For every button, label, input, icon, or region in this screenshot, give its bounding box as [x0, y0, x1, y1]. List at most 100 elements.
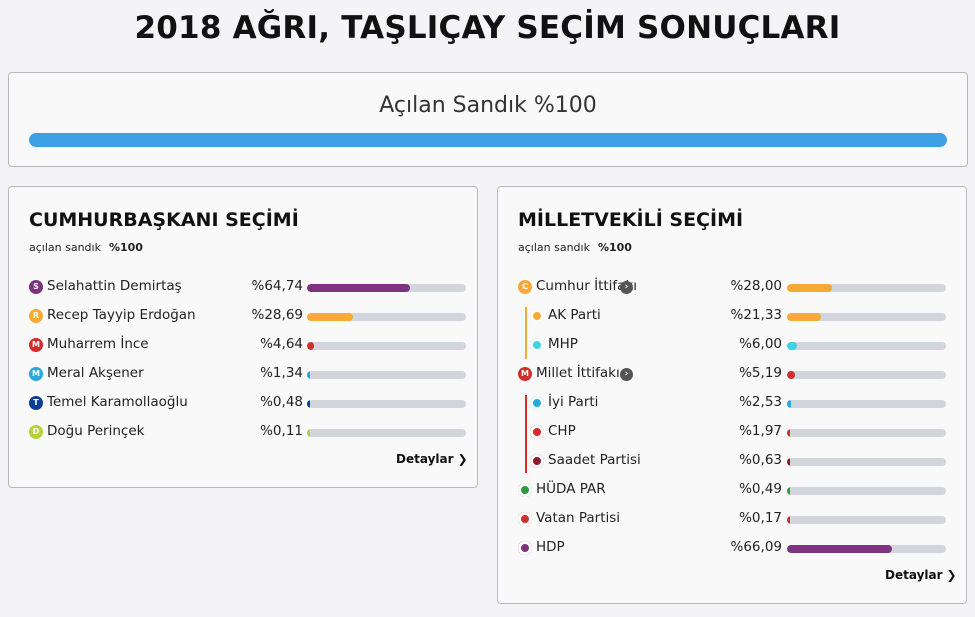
ak-parti-logo-icon [530, 309, 544, 323]
chevron-right-icon: ❯ [946, 568, 957, 582]
presidential-panel: CUMHURBAŞKANI SEÇİMİ açılan sandık %100 S… [8, 186, 478, 488]
details-label: Detaylar [396, 452, 454, 466]
presidential-details-link[interactable]: Detaylar ❯ [396, 452, 468, 466]
party-percent: %2,53 [739, 394, 782, 410]
candidate-row: S Selahattin Demirtaş %64,74 [9, 276, 477, 298]
candidate-name: Recep Tayyip Erdoğan [47, 307, 196, 323]
candidate-row: D Doğu Perinçek %0,11 [9, 421, 477, 443]
candidate-row: M Meral Akşener %1,34 [9, 363, 477, 385]
candidate-bar-fill [307, 313, 353, 321]
candidate-name: Muharrem İnce [47, 336, 149, 352]
party-row: HDP %66,09 [498, 537, 966, 559]
party-bar [787, 458, 946, 466]
cumhur-ittifaki-logo-icon: C [518, 280, 532, 294]
party-name: HÜDA PAR [536, 481, 606, 497]
party-percent: %1,97 [739, 423, 782, 439]
expand-chevron-icon[interactable]: › [620, 368, 633, 381]
candidate-percent: %64,74 [251, 278, 303, 294]
party-bar [787, 313, 946, 321]
candidate-name: Doğu Perinçek [47, 423, 145, 439]
opened-label: açılan sandık [29, 241, 101, 254]
candidate-badge-icon: S [29, 280, 43, 294]
cumhur-alliance-line [525, 307, 527, 359]
candidate-badge-icon: T [29, 396, 43, 410]
party-percent: %5,19 [739, 365, 782, 381]
candidate-row: M Muharrem İnce %4,64 [9, 334, 477, 356]
millet-ittifaki-logo-icon: M [518, 367, 532, 381]
party-percent: %0,49 [739, 481, 782, 497]
candidate-percent: %1,34 [260, 365, 303, 381]
parliament-title: MİLLETVEKİLİ SEÇİMİ [518, 209, 744, 231]
party-row: AK Parti %21,33 [498, 305, 966, 327]
opened-ballot-progress-fill [29, 133, 947, 147]
page-title: 2018 AĞRI, TAŞLIÇAY SEÇİM SONUÇLARI [134, 10, 841, 46]
candidate-row: R Recep Tayyip Erdoğan %28,69 [9, 305, 477, 327]
candidate-bar [307, 342, 466, 350]
party-bar [787, 400, 946, 408]
party-row: İyi Parti %2,53 [498, 392, 966, 414]
details-label: Detaylar [885, 568, 943, 582]
alliance-row[interactable]: C Cumhur İttifakı › %28,00 [498, 276, 966, 298]
party-bar-fill [787, 371, 796, 379]
alliance-name: Millet İttifakı [536, 365, 620, 381]
candidate-bar [307, 313, 466, 321]
presidential-opened: açılan sandık %100 [29, 241, 143, 254]
candidate-bar-fill [307, 371, 310, 379]
party-percent: %28,00 [730, 278, 782, 294]
chevron-right-icon: ❯ [457, 452, 468, 466]
hdp-logo-icon [518, 541, 532, 555]
candidate-badge-icon: M [29, 367, 43, 381]
saadet-partisi-logo-icon [530, 454, 544, 468]
party-bar-fill [787, 313, 821, 321]
party-row: Saadet Partisi %0,63 [498, 450, 966, 472]
party-bar-fill [787, 400, 792, 408]
party-percent: %0,17 [739, 510, 782, 526]
mhp-logo-icon [530, 338, 544, 352]
parliament-opened: açılan sandık %100 [518, 241, 632, 254]
iyi-parti-logo-icon [530, 396, 544, 410]
vatan-partisi-logo-icon [518, 512, 532, 526]
candidate-bar-fill [307, 342, 315, 350]
candidate-percent: %0,48 [260, 394, 303, 410]
party-percent: %6,00 [739, 336, 782, 352]
candidate-name: Temel Karamollaoğlu [47, 394, 188, 410]
huda-par-logo-icon [518, 483, 532, 497]
candidate-bar [307, 400, 466, 408]
party-bar-fill [787, 545, 893, 553]
party-name: HDP [536, 539, 565, 555]
candidate-bar [307, 371, 466, 379]
party-name: Vatan Partisi [536, 510, 621, 526]
party-bar-fill [787, 516, 790, 524]
party-percent: %0,63 [739, 452, 782, 468]
candidate-percent: %28,69 [251, 307, 303, 323]
party-row: Vatan Partisi %0,17 [498, 508, 966, 530]
party-bar [787, 545, 946, 553]
party-bar-fill [787, 458, 790, 466]
party-bar [787, 342, 946, 350]
party-bar-fill [787, 429, 791, 437]
candidate-row: T Temel Karamollaoğlu %0,48 [9, 392, 477, 414]
candidate-bar-fill [307, 429, 310, 437]
party-bar-fill [787, 284, 832, 292]
party-percent: %66,09 [730, 539, 782, 555]
opened-ballot-progress-bar [29, 133, 947, 147]
overall-progress-card: Açılan Sandık %100 [8, 72, 968, 167]
party-bar [787, 516, 946, 524]
expand-chevron-icon[interactable]: › [620, 281, 633, 294]
opened-value: %100 [108, 241, 143, 254]
party-name: CHP [548, 423, 576, 439]
alliance-row[interactable]: M Millet İttifakı › %5,19 [498, 363, 966, 385]
opened-ballot-label: Açılan Sandık %100 [379, 93, 597, 118]
party-name: AK Parti [548, 307, 601, 323]
candidate-badge-icon: R [29, 309, 43, 323]
party-bar [787, 371, 946, 379]
candidate-badge-icon: D [29, 425, 43, 439]
chp-logo-icon [530, 425, 544, 439]
candidate-bar [307, 429, 466, 437]
opened-label: açılan sandık [518, 241, 590, 254]
candidate-percent: %0,11 [260, 423, 303, 439]
party-row: HÜDA PAR %0,49 [498, 479, 966, 501]
party-name: Saadet Partisi [548, 452, 641, 468]
parliament-details-link[interactable]: Detaylar ❯ [885, 568, 957, 582]
candidate-name: Meral Akşener [47, 365, 144, 381]
